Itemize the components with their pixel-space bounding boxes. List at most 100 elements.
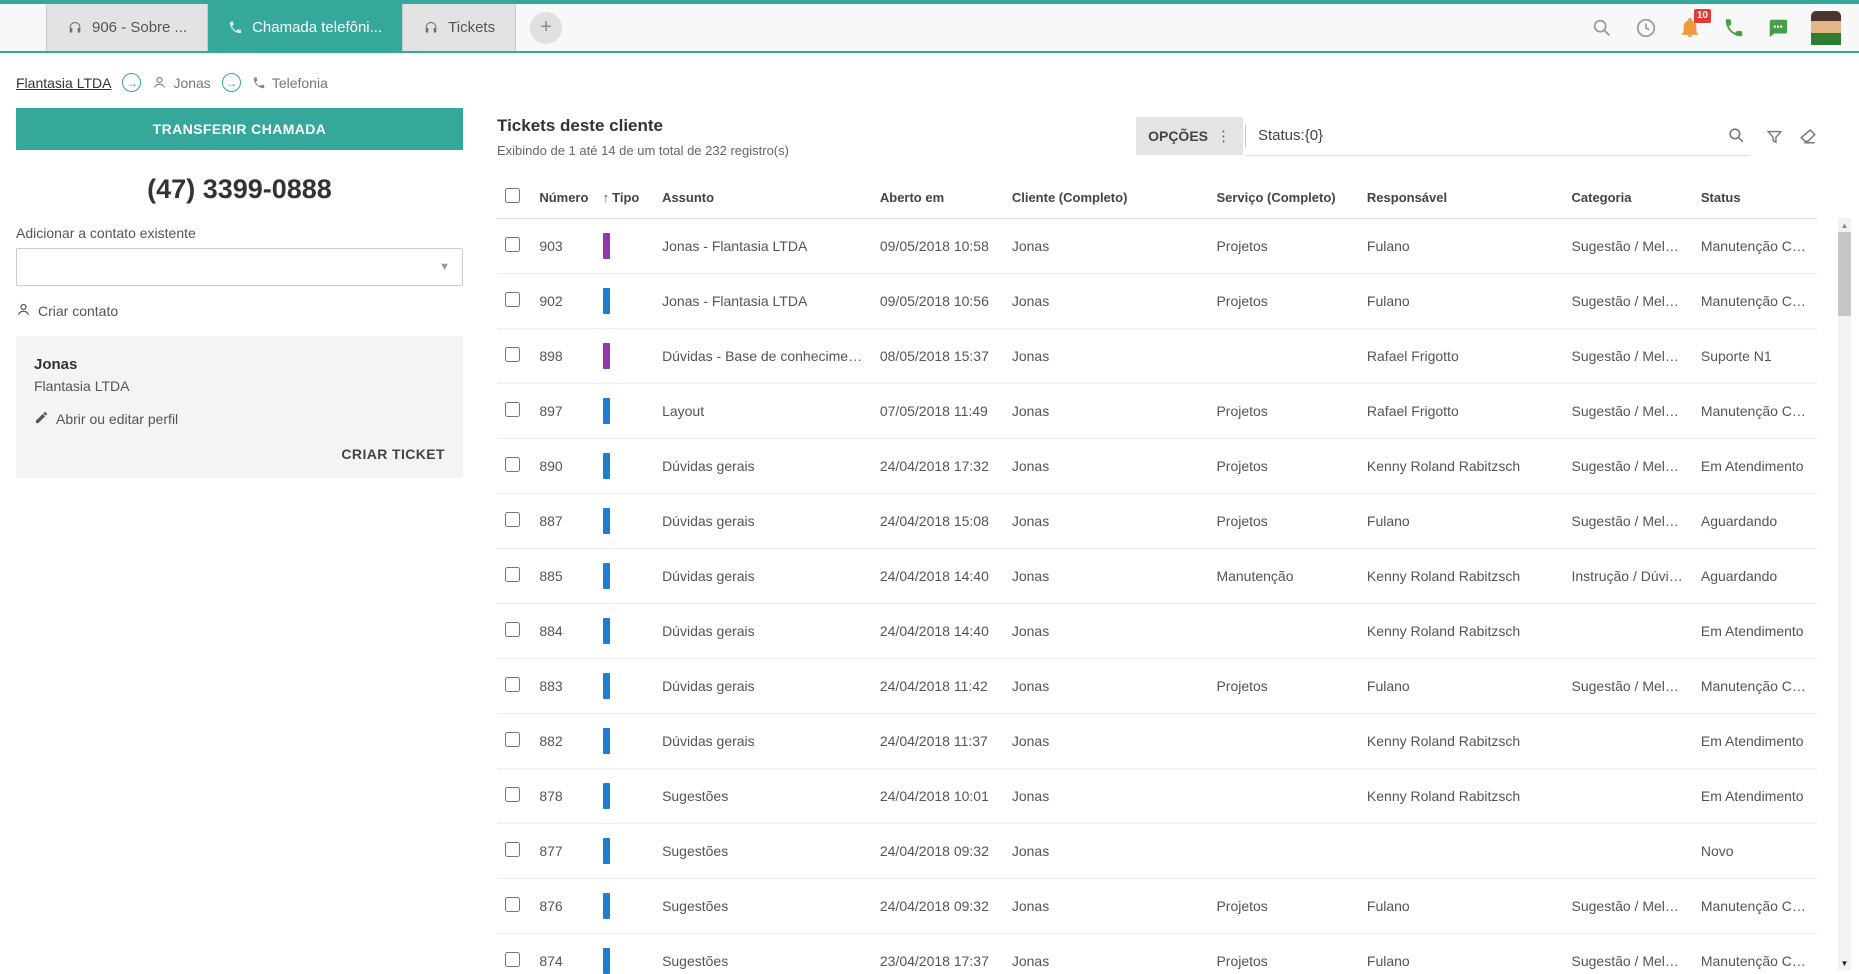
column-header-cliente[interactable]: Cliente (Completo) bbox=[1003, 180, 1209, 219]
ticket-opened-at: 24/04/2018 11:37 bbox=[871, 713, 1004, 769]
table-row[interactable]: 897 Layout 07/05/2018 11:49 Jonas Projet… bbox=[497, 383, 1817, 439]
table-row[interactable]: 877 Sugestões 24/04/2018 09:32 Jonas Nov… bbox=[497, 823, 1817, 879]
ticket-assignee: Kenny Roland Rabitzsch bbox=[1358, 768, 1564, 824]
ticket-subject[interactable]: Sugestões bbox=[654, 823, 872, 879]
ticket-subject[interactable]: Layout bbox=[654, 383, 872, 439]
tab-chamada-telefonica[interactable]: Chamada telefôni... bbox=[208, 4, 404, 51]
ticket-search-input[interactable] bbox=[1245, 123, 1711, 148]
column-header-responsavel[interactable]: Responsável bbox=[1358, 180, 1564, 219]
table-scrollbar[interactable]: ▲ ▼ bbox=[1838, 218, 1851, 970]
row-checkbox[interactable] bbox=[505, 567, 520, 582]
column-header-aberto-em[interactable]: Aberto em bbox=[871, 180, 1004, 219]
eraser-icon[interactable] bbox=[1799, 127, 1817, 145]
column-header-servico[interactable]: Serviço (Completo) bbox=[1208, 180, 1359, 219]
arrow-right-icon: → bbox=[221, 73, 241, 92]
edit-profile-button[interactable]: Abrir ou editar perfil bbox=[34, 410, 178, 428]
table-row[interactable]: 902 Jonas - Flantasia LTDA 09/05/2018 10… bbox=[497, 273, 1817, 329]
ticket-type-bar bbox=[602, 948, 610, 974]
select-all-checkbox[interactable] bbox=[505, 188, 520, 203]
ticket-opened-at: 24/04/2018 15:08 bbox=[871, 493, 1004, 549]
table-row[interactable]: 887 Dúvidas gerais 24/04/2018 15:08 Jona… bbox=[497, 493, 1817, 549]
tab-906-sobre[interactable]: 906 - Sobre ... bbox=[46, 4, 209, 51]
ticket-subject[interactable]: Dúvidas gerais bbox=[654, 603, 872, 659]
ticket-status: Manutenção Corretiva bbox=[1692, 933, 1817, 974]
table-row[interactable]: 876 Sugestões 24/04/2018 09:32 Jonas Pro… bbox=[497, 878, 1817, 934]
column-header-status[interactable]: Status bbox=[1692, 180, 1817, 219]
ticket-subject[interactable]: Dúvidas gerais bbox=[654, 658, 872, 714]
ticket-opened-at: 08/05/2018 15:37 bbox=[871, 328, 1004, 384]
row-checkbox[interactable] bbox=[505, 732, 520, 747]
phone-icon[interactable] bbox=[1723, 17, 1745, 39]
column-header-assunto[interactable]: Assunto bbox=[654, 180, 872, 219]
row-checkbox[interactable] bbox=[505, 677, 520, 692]
transfer-call-button[interactable]: TRANSFERIR CHAMADA bbox=[16, 108, 463, 150]
tickets-table-body: 903 Jonas - Flantasia LTDA 09/05/2018 10… bbox=[497, 218, 1817, 974]
table-row[interactable]: 883 Dúvidas gerais 24/04/2018 11:42 Jona… bbox=[497, 658, 1817, 714]
scroll-down-arrow[interactable]: ▼ bbox=[1840, 958, 1849, 968]
table-row[interactable]: 885 Dúvidas gerais 24/04/2018 14:40 Jona… bbox=[497, 548, 1817, 604]
ticket-status: Manutenção Corretiva bbox=[1692, 658, 1817, 714]
table-row[interactable]: 903 Jonas - Flantasia LTDA 09/05/2018 10… bbox=[497, 218, 1817, 274]
column-header-tipo[interactable]: ↑ Tipo bbox=[594, 180, 655, 219]
ticket-subject[interactable]: Dúvidas gerais bbox=[654, 713, 872, 769]
scroll-up-arrow[interactable]: ▲ bbox=[1840, 220, 1849, 230]
ticket-client: Jonas bbox=[1003, 438, 1209, 494]
ticket-category: Sugestão / Melhoria bbox=[1563, 273, 1693, 329]
add-tab-button[interactable]: + bbox=[530, 11, 563, 44]
search-icon[interactable] bbox=[1591, 17, 1613, 39]
ticket-subject[interactable]: Dúvidas gerais bbox=[654, 548, 872, 604]
ticket-opened-at: 24/04/2018 09:32 bbox=[871, 823, 1004, 879]
table-row[interactable]: 898 Dúvidas - Base de conhecimento 08/05… bbox=[497, 328, 1817, 384]
ticket-subject[interactable]: Dúvidas gerais bbox=[654, 438, 872, 494]
row-checkbox[interactable] bbox=[505, 622, 520, 637]
ticket-type-bar bbox=[602, 563, 610, 589]
contact-select[interactable]: ▼ bbox=[16, 248, 463, 286]
ticket-subject[interactable]: Sugestões bbox=[654, 878, 872, 934]
row-checkbox[interactable] bbox=[505, 237, 520, 252]
table-row[interactable]: 890 Dúvidas gerais 24/04/2018 17:32 Jona… bbox=[497, 438, 1817, 494]
row-checkbox[interactable] bbox=[505, 512, 520, 527]
breadcrumb-company-link[interactable]: Flantasia LTDA bbox=[16, 74, 112, 91]
ticket-number: 897 bbox=[531, 383, 595, 439]
create-ticket-button[interactable]: CRIAR TICKET bbox=[341, 446, 445, 462]
history-clock-icon[interactable] bbox=[1635, 17, 1657, 39]
ticket-subject[interactable]: Sugestões bbox=[654, 768, 872, 824]
table-row[interactable]: 884 Dúvidas gerais 24/04/2018 14:40 Jona… bbox=[497, 603, 1817, 659]
row-checkbox[interactable] bbox=[505, 787, 520, 802]
notifications-bell-icon[interactable]: 10 bbox=[1679, 8, 1711, 39]
table-row[interactable]: 882 Dúvidas gerais 24/04/2018 11:37 Jona… bbox=[497, 713, 1817, 769]
breadcrumb-section[interactable]: Telefonia bbox=[252, 75, 328, 91]
options-button[interactable]: OPÇÕES ⋮ bbox=[1136, 117, 1243, 155]
create-contact-button[interactable]: Criar contato bbox=[16, 302, 118, 320]
row-checkbox[interactable] bbox=[505, 347, 520, 362]
row-checkbox[interactable] bbox=[505, 292, 520, 307]
ticket-subject[interactable]: Jonas - Flantasia LTDA bbox=[654, 218, 872, 274]
breadcrumb-contact[interactable]: Jonas bbox=[152, 75, 211, 91]
row-checkbox[interactable] bbox=[505, 842, 520, 857]
row-checkbox[interactable] bbox=[505, 402, 520, 417]
person-icon bbox=[152, 75, 167, 90]
ticket-number: 878 bbox=[531, 768, 595, 824]
row-checkbox[interactable] bbox=[505, 897, 520, 912]
tab-tickets[interactable]: Tickets bbox=[403, 4, 517, 51]
ticket-subject[interactable]: Sugestões bbox=[654, 933, 872, 974]
search-icon[interactable] bbox=[1727, 126, 1746, 145]
select-all-header[interactable] bbox=[497, 180, 532, 219]
row-checkbox[interactable] bbox=[505, 952, 520, 967]
chat-icon[interactable] bbox=[1767, 17, 1789, 39]
ticket-assignee: Fulano bbox=[1358, 218, 1564, 274]
ticket-subject[interactable]: Dúvidas - Base de conhecimento bbox=[654, 328, 872, 384]
table-row[interactable]: 878 Sugestões 24/04/2018 10:01 Jonas Ken… bbox=[497, 768, 1817, 824]
row-checkbox[interactable] bbox=[505, 457, 520, 472]
filter-icon[interactable] bbox=[1766, 128, 1783, 145]
column-header-categoria[interactable]: Categoria bbox=[1563, 180, 1693, 219]
ticket-service: Projetos bbox=[1208, 933, 1359, 974]
ticket-subject[interactable]: Dúvidas gerais bbox=[654, 493, 872, 549]
scrollbar-thumb[interactable] bbox=[1838, 232, 1851, 316]
table-row[interactable]: 874 Sugestões 23/04/2018 17:37 Jonas Pro… bbox=[497, 933, 1817, 974]
ticket-number: 887 bbox=[531, 493, 595, 549]
ticket-service: Projetos bbox=[1208, 383, 1359, 439]
user-avatar[interactable] bbox=[1811, 10, 1841, 45]
ticket-subject[interactable]: Jonas - Flantasia LTDA bbox=[654, 273, 872, 329]
column-header-numero[interactable]: Número bbox=[531, 180, 595, 219]
